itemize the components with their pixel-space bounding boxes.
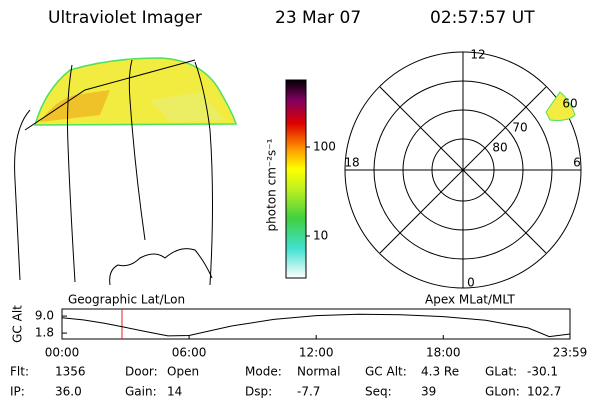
mlat-label: 80 xyxy=(492,141,507,155)
field-value: 1356 xyxy=(55,365,86,379)
mlat-label: 70 xyxy=(512,121,527,135)
field-value: 102.7 xyxy=(527,385,561,399)
field-label: GC Alt: xyxy=(365,365,407,379)
colorbar-label: photon cm⁻²s⁻¹ xyxy=(265,138,279,231)
uv-image xyxy=(14,57,238,286)
mlt-label: 12 xyxy=(470,48,485,62)
date: 23 Mar 07 xyxy=(275,8,361,28)
colorbar-tick-label: 10 xyxy=(313,229,328,243)
field-value: 14 xyxy=(167,385,182,399)
x-tick-label: 23:59 xyxy=(553,346,588,360)
field-label: Door: xyxy=(125,365,158,379)
mlt-label: 18 xyxy=(344,156,359,170)
field-label: Gain: xyxy=(125,385,157,399)
plot-frame xyxy=(61,308,571,340)
colorbar-tick-label: 100 xyxy=(313,140,336,154)
field-value: 36.0 xyxy=(55,385,82,399)
time: 02:57:57 UT xyxy=(430,8,535,28)
x-tick-label: 00:00 xyxy=(45,346,80,360)
title: Ultraviolet Imager xyxy=(48,8,202,28)
field-label: GLon: xyxy=(485,385,520,399)
field-label: Seq: xyxy=(365,385,392,399)
x-tick-label: 06:00 xyxy=(172,346,207,360)
field-value: Normal xyxy=(297,365,340,379)
y-axis-label: GC Alt xyxy=(11,305,25,343)
field-label: IP: xyxy=(10,385,25,399)
field-label: GLat: xyxy=(485,365,517,379)
x-tick-label: 18:00 xyxy=(426,346,461,360)
panel-title: Geographic Lat/Lon xyxy=(68,293,185,307)
polar-grid xyxy=(344,51,582,289)
y-tick-label: 9.0 xyxy=(35,309,54,323)
field-value: Open xyxy=(167,365,199,379)
field-value: -7.7 xyxy=(297,385,320,399)
mlt-label: 6 xyxy=(573,156,581,170)
mlt-label: 0 xyxy=(467,276,475,290)
polar-aurora xyxy=(545,91,576,121)
mlat-label: 60 xyxy=(562,97,577,111)
colorbar xyxy=(285,79,307,279)
panel-title: Apex MLat/MLT xyxy=(425,293,515,307)
field-label: Mode: xyxy=(245,365,282,379)
x-tick-label: 12:00 xyxy=(299,346,334,360)
altitude-curve xyxy=(61,313,571,338)
field-value: 39 xyxy=(421,385,436,399)
y-tick-label: 1.8 xyxy=(35,326,54,340)
field-label: Flt: xyxy=(10,365,29,379)
field-label: Dsp: xyxy=(245,385,272,399)
field-value: -30.1 xyxy=(527,365,558,379)
field-value: 4.3 Re xyxy=(421,365,459,379)
